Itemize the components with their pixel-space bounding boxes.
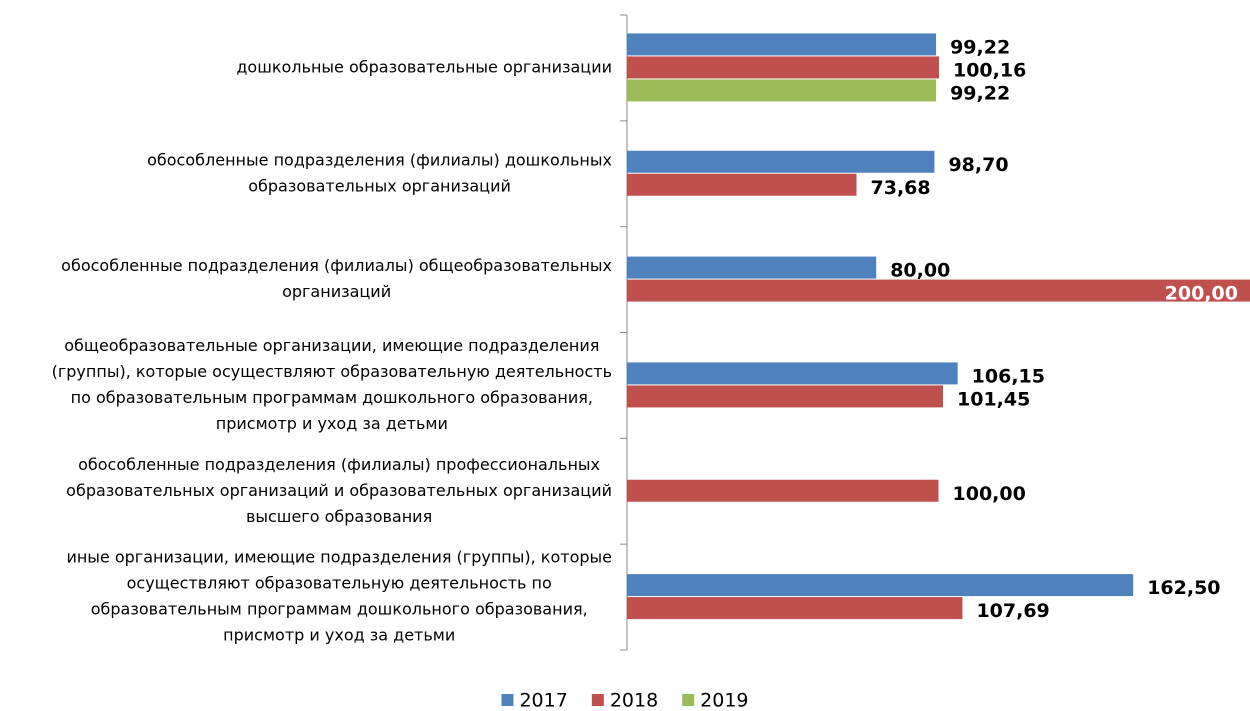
value-label: 100,16 [953,59,1026,81]
bar [627,79,937,102]
legend-label: 2018 [610,690,658,711]
category-label: образовательных организаций и образовате… [66,481,612,500]
category-label: обособленные подразделения (филиалы) про… [78,455,600,474]
category-label: присмотр и уход за детьми [216,414,448,433]
bar [627,33,937,56]
bar [627,150,935,173]
bar [627,362,958,385]
category-label: дошкольные образовательные организации [236,57,612,76]
category-label: образовательным программам дошкольного о… [91,600,588,619]
value-label: 101,45 [957,388,1030,410]
category-label: осуществляют образовательную деятельност… [127,574,552,593]
value-label: 98,70 [948,154,1008,176]
category-label: общеобразовательные организации, имеющие… [64,336,599,355]
category-label: по образовательным программам дошкольног… [71,388,593,407]
value-label: 100,00 [953,483,1026,505]
bar [627,256,877,279]
bar [627,479,939,502]
legend-swatch [501,694,514,706]
category-label: организаций [282,282,391,301]
category-label: (группы), которые осуществляют образоват… [52,362,612,381]
value-label: 80,00 [890,260,950,282]
value-label: 107,69 [976,600,1049,622]
value-label: 162,50 [1147,577,1220,599]
bar [627,56,939,79]
category-label: обособленные подразделения (филиалы) общ… [61,256,612,275]
category-label: обособленные подразделения (филиалы) дош… [147,150,612,169]
category-label: присмотр и уход за детьми [223,626,455,645]
legend-label: 2017 [519,690,567,711]
category-label: образовательных организаций [248,176,511,195]
value-label: 73,68 [871,177,931,199]
value-label: 106,15 [972,365,1045,387]
category-label: иные организации, имеющие подразделения … [66,548,612,567]
legend-label: 2019 [700,690,748,711]
value-label: 200,00 [1165,283,1238,305]
category-label: высшего образования [246,507,432,526]
bar [627,574,1134,597]
bar [627,173,857,196]
value-label: 99,22 [950,36,1010,58]
bar [627,385,944,408]
value-label: 99,22 [950,82,1010,104]
bar [627,279,1250,302]
bar [627,597,963,620]
legend-swatch [591,694,604,706]
legend-swatch [682,694,695,706]
